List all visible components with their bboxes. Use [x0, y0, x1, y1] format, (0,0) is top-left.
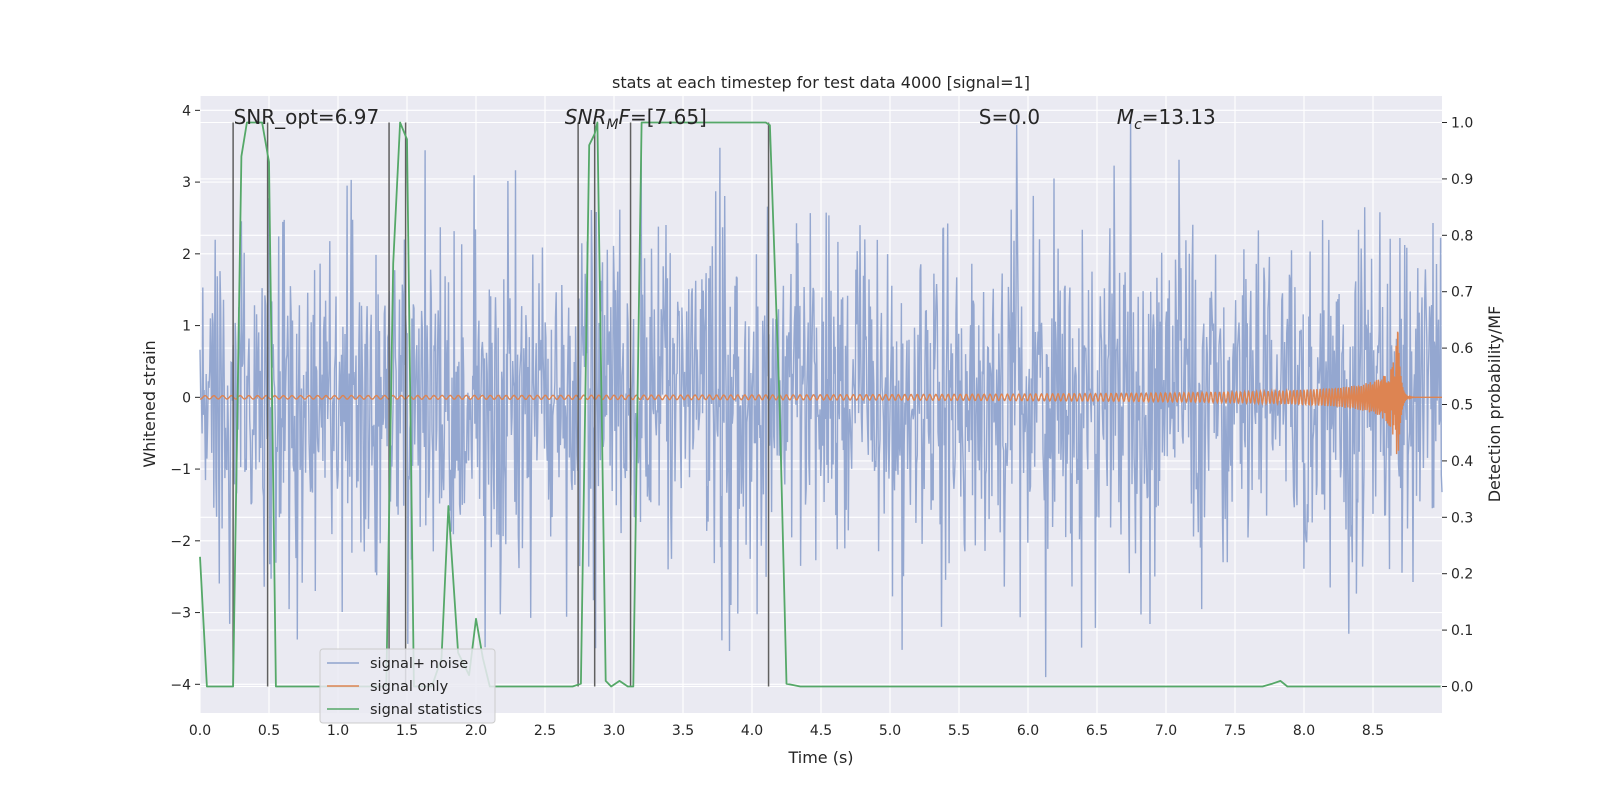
legend-box: [319, 648, 496, 724]
x-tick-label: 8.5: [1362, 723, 1384, 739]
x-tick-label: 2.0: [465, 723, 487, 739]
x-tick-label: 6.0: [1017, 723, 1039, 739]
x-tick-label: 3.0: [603, 723, 625, 739]
x-axis-ticks: 0.0 0.5 1.0 1.5 2.0 2.5 3.0 3.5 4.0 4.5 5.0 5.5 6.0 6…: [189, 723, 1384, 739]
y-axis-ticks: −4 −3 −2 −1 0 1 2 3 4: [170, 103, 200, 693]
x-tick-label: 5.0: [879, 723, 901, 739]
series-signal-only-line: [199, 331, 1442, 455]
y-tick-label: 1: [182, 319, 191, 335]
legend: signal+ noise signal only signal statist…: [319, 648, 496, 724]
y2-tick-label: 0.9: [1451, 172, 1473, 188]
annotation-0: SNR_opt=6.97: [234, 105, 380, 129]
x-tick-label: 0.5: [258, 723, 280, 739]
annotations: SNR_opt=6.97 SNRMF=[7.65] S=0.0 Mc=13.13: [234, 105, 1216, 133]
y-tick-label: 4: [182, 103, 191, 119]
x-tick-label: 1.5: [396, 723, 418, 739]
y2-tick-label: 0.4: [1451, 454, 1473, 470]
y2-tick-label: 0.7: [1451, 285, 1473, 301]
x-tick-label: 0.0: [189, 723, 211, 739]
noise-series-layer: [199, 117, 1443, 678]
y-tick-label: 3: [182, 175, 191, 191]
legend-label-signal-statistics: signal statistics: [370, 702, 482, 718]
y-tick-label: 0: [182, 390, 191, 406]
y2-tick-label: 0.2: [1451, 567, 1473, 583]
y-axis-label: Whitened strain: [140, 340, 159, 467]
x-tick-label: 4.0: [741, 723, 763, 739]
annotation-2: S=0.0: [979, 105, 1040, 129]
y-tick-label: −1: [170, 462, 191, 478]
y-tick-label: 2: [182, 247, 191, 263]
y-tick-label: −4: [170, 677, 191, 693]
y2-tick-label: 0.5: [1451, 398, 1473, 414]
legend-label-signal-only: signal only: [370, 679, 449, 695]
x-tick-label: 7.5: [1224, 723, 1246, 739]
chart-title: stats at each timestep for test data 400…: [612, 73, 1030, 92]
x-tick-label: 8.0: [1293, 723, 1315, 739]
x-axis-label: Time (s): [787, 748, 853, 767]
signal-series-layer: [199, 331, 1442, 455]
y2-tick-label: 0.6: [1451, 341, 1473, 357]
x-tick-label: 6.5: [1086, 723, 1108, 739]
y-tick-label: −3: [170, 606, 191, 622]
series-signal-statistics-line: [199, 121, 1441, 688]
x-tick-label: 7.0: [1155, 723, 1177, 739]
annotation-3: Mc=13.13: [1117, 105, 1216, 133]
y2-tick-label: 0.1: [1451, 623, 1473, 639]
y-tick-label: −2: [170, 534, 191, 550]
y2-axis-label: Detection probability/MF: [1485, 306, 1504, 503]
y2-tick-label: 0.0: [1451, 679, 1473, 695]
x-tick-label: 3.5: [672, 723, 694, 739]
y2-tick-label: 0.3: [1451, 510, 1473, 526]
stats-series-layer: [199, 121, 1441, 688]
y2-tick-label: 0.8: [1451, 228, 1473, 244]
x-tick-label: 5.5: [948, 723, 970, 739]
x-tick-label: 1.0: [327, 723, 349, 739]
vertical-markers: [232, 122, 770, 687]
x-tick-label: 2.5: [534, 723, 556, 739]
y2-tick-label: 1.0: [1451, 116, 1473, 132]
legend-label-signal-noise: signal+ noise: [370, 656, 468, 672]
x-tick-label: 4.5: [810, 723, 832, 739]
y2-axis-ticks: 0.0 0.1 0.2 0.3 0.4 0.5 0.6 0.7 0.8 0.9 1.0: [1442, 116, 1473, 695]
series-signal-noise-line: [199, 117, 1443, 678]
annotation-1: SNRMF=[7.65]: [565, 105, 707, 133]
